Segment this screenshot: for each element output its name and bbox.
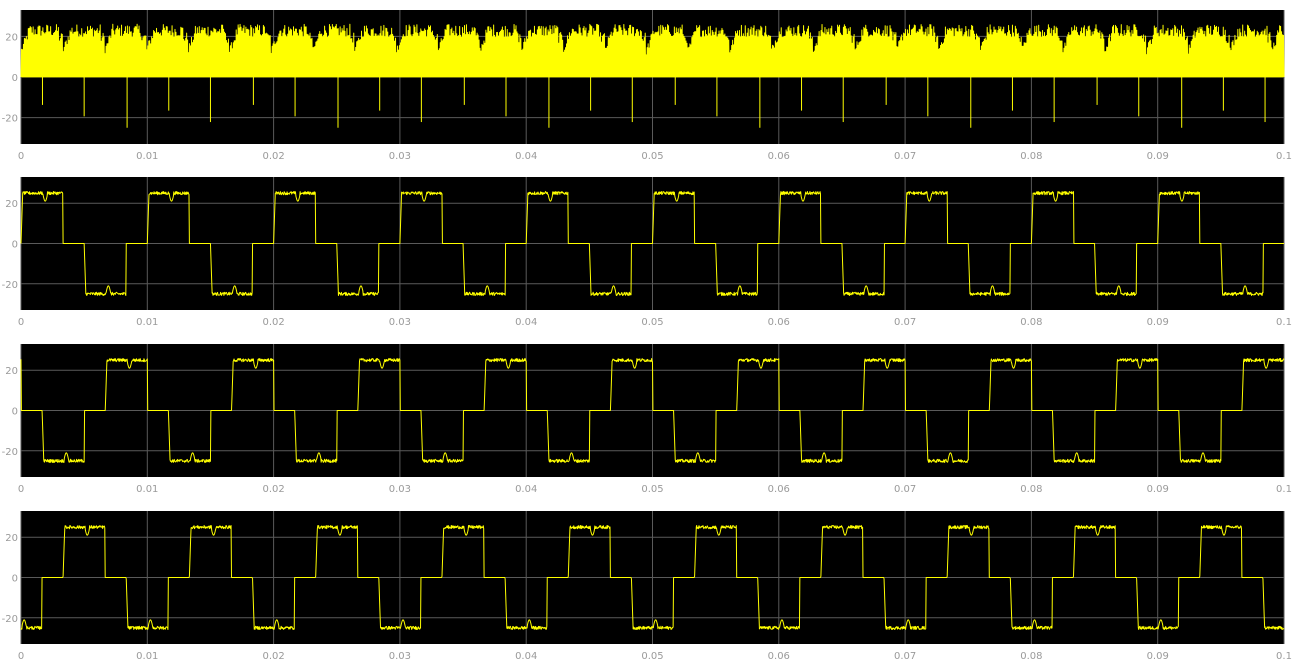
x-tick-label: 0.05 xyxy=(641,484,663,495)
y-tick-label: -20 xyxy=(2,614,18,625)
x-tick-label: 0.03 xyxy=(389,484,411,495)
x-tick-label: 0.03 xyxy=(389,317,411,328)
x-tick-label: 0.02 xyxy=(262,317,284,328)
x-tick-label: 0.01 xyxy=(136,151,158,162)
x-tick-label: 0.09 xyxy=(1147,317,1169,328)
y-tick-label: 20 xyxy=(5,533,18,544)
x-tick-label: 0.04 xyxy=(515,317,537,328)
y-tick-label: 20 xyxy=(5,199,18,210)
x-tick-label: 0 xyxy=(18,484,24,495)
x-tick-label: 0.07 xyxy=(894,651,916,662)
y-tick-label: 20 xyxy=(5,32,18,43)
x-tick-label: 0.01 xyxy=(136,651,158,662)
x-tick-label: 0.08 xyxy=(1020,484,1042,495)
x-tick-label: 0.09 xyxy=(1147,151,1169,162)
x-tick-label: 0.04 xyxy=(515,484,537,495)
x-tick-label: 0.09 xyxy=(1147,484,1169,495)
x-tick-label: 0.05 xyxy=(641,151,663,162)
y-tick-label: 0 xyxy=(12,73,18,84)
x-tick-label: 0.08 xyxy=(1020,317,1042,328)
trace-phase-3 xyxy=(20,525,1285,630)
x-tick-label: 0.06 xyxy=(768,651,790,662)
y-tick-label: -20 xyxy=(2,114,18,125)
trace-phase-1 xyxy=(20,191,1285,296)
x-tick-label: 0.06 xyxy=(768,484,790,495)
x-tick-label: 0.02 xyxy=(262,151,284,162)
x-tick-label: 0.1 xyxy=(1276,484,1292,495)
x-tick-label: 0.05 xyxy=(641,317,663,328)
scope-panel-3: 0 0.01 0.02 0.03 0.04 0.05 0.06 0.07 0.08 0.09 0.1… xyxy=(2,344,1292,495)
x-tick-label: 0.03 xyxy=(389,651,411,662)
x-tick-label: 0.06 xyxy=(768,317,790,328)
y-tick-label: 0 xyxy=(12,407,18,418)
scope-panel-1: 0 0.01 0.02 0.03 0.04 0.05 0.06 0.07 0.08 0.09 0.1… xyxy=(2,10,1292,162)
x-tick-label: 0.07 xyxy=(894,151,916,162)
scope-panel-4: 0 0.01 0.02 0.03 0.04 0.05 0.06 0.07 0.08 0.09 0.1… xyxy=(2,511,1292,662)
x-tick-label: 0.02 xyxy=(262,484,284,495)
y-tick-label: -20 xyxy=(2,280,18,291)
x-tick-label: 0.01 xyxy=(136,484,158,495)
x-tick-label: 0.03 xyxy=(389,151,411,162)
x-tick-label: 0.1 xyxy=(1276,317,1292,328)
x-tick-label: 0.07 xyxy=(894,317,916,328)
x-tick-label: 0 xyxy=(18,151,24,162)
x-tick-label: 0.08 xyxy=(1020,151,1042,162)
x-tick-label: 0.05 xyxy=(641,651,663,662)
y-tick-label: 20 xyxy=(5,366,18,377)
x-tick-label: 0.07 xyxy=(894,484,916,495)
x-tick-label: 0 xyxy=(18,651,24,662)
x-tick-label: 0.1 xyxy=(1276,651,1292,662)
x-tick-label: 0.08 xyxy=(1020,651,1042,662)
x-tick-label: 0.01 xyxy=(136,317,158,328)
x-tick-label: 0.1 xyxy=(1276,151,1292,162)
y-tick-label: 0 xyxy=(12,240,18,251)
x-tick-label: 0.09 xyxy=(1147,651,1169,662)
y-tick-label: 0 xyxy=(12,574,18,585)
x-tick-label: 0.04 xyxy=(515,151,537,162)
x-tick-label: 0.02 xyxy=(262,651,284,662)
y-tick-label: -20 xyxy=(2,447,18,458)
trace-phase-2 xyxy=(20,358,1285,463)
x-tick-label: 0 xyxy=(18,317,24,328)
x-tick-label: 0.06 xyxy=(768,151,790,162)
x-tick-label: 0.04 xyxy=(515,651,537,662)
trace-pwm xyxy=(20,23,1285,78)
scope-panel-2: 0 0.01 0.02 0.03 0.04 0.05 0.06 0.07 0.08 0.09 0.1… xyxy=(2,177,1292,328)
